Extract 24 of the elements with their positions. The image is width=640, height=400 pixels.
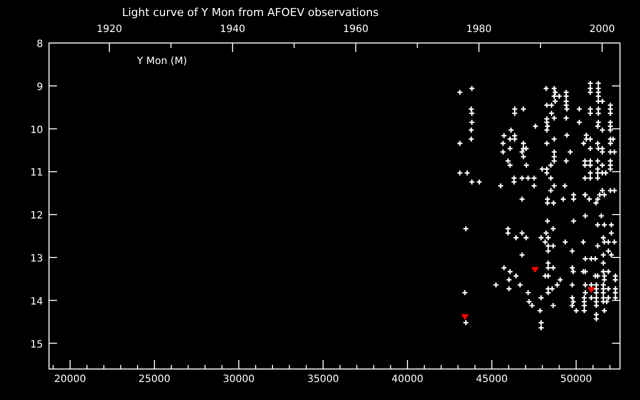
x2-tick-label: 1920 [96,24,122,35]
x2-tick-label: 2000 [589,24,615,35]
y-tick-label: 13 [30,253,43,264]
y-tick-label: 12 [30,210,43,222]
x2-tick-label: 1980 [466,24,492,35]
y-tick-label: 14 [30,296,43,308]
x-tick-label: 20000 [54,374,86,385]
x2-tick-label: 1960 [343,24,368,35]
x2-tick-label: 1940 [220,24,246,35]
point [532,266,539,272]
point [461,314,468,320]
x-tick-label: 50000 [560,374,592,385]
x-tick-label: 30000 [222,374,255,385]
y-tick-label: 10 [30,124,43,136]
y-tick-label: 15 [30,339,43,350]
y-tick-label: 9 [36,82,43,93]
y-tick-label: 11 [30,168,43,179]
y-tick-label: 8 [36,39,43,50]
x-tick-label: 40000 [392,374,424,385]
x-tick-label: 45000 [476,374,508,385]
annotation: Y Mon (M) [136,56,188,67]
x-tick-label: 35000 [307,374,340,385]
chart-title: Light curve of Y Mon from AFOEV observations [122,6,379,19]
x-tick-label: 25000 [138,374,170,385]
